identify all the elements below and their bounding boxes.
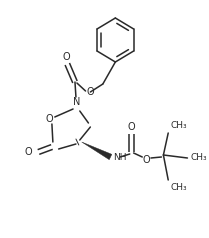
Text: O: O [62,52,70,62]
Text: O: O [24,147,32,157]
Text: CH₃: CH₃ [170,122,187,130]
Text: NH: NH [113,153,127,162]
Text: CH₃: CH₃ [190,154,207,163]
Text: O: O [87,87,94,97]
Text: N: N [73,97,81,107]
Polygon shape [82,142,112,160]
Text: CH₃: CH₃ [170,183,187,193]
Text: O: O [142,155,150,165]
Text: O: O [128,122,135,132]
Text: O: O [45,114,53,124]
